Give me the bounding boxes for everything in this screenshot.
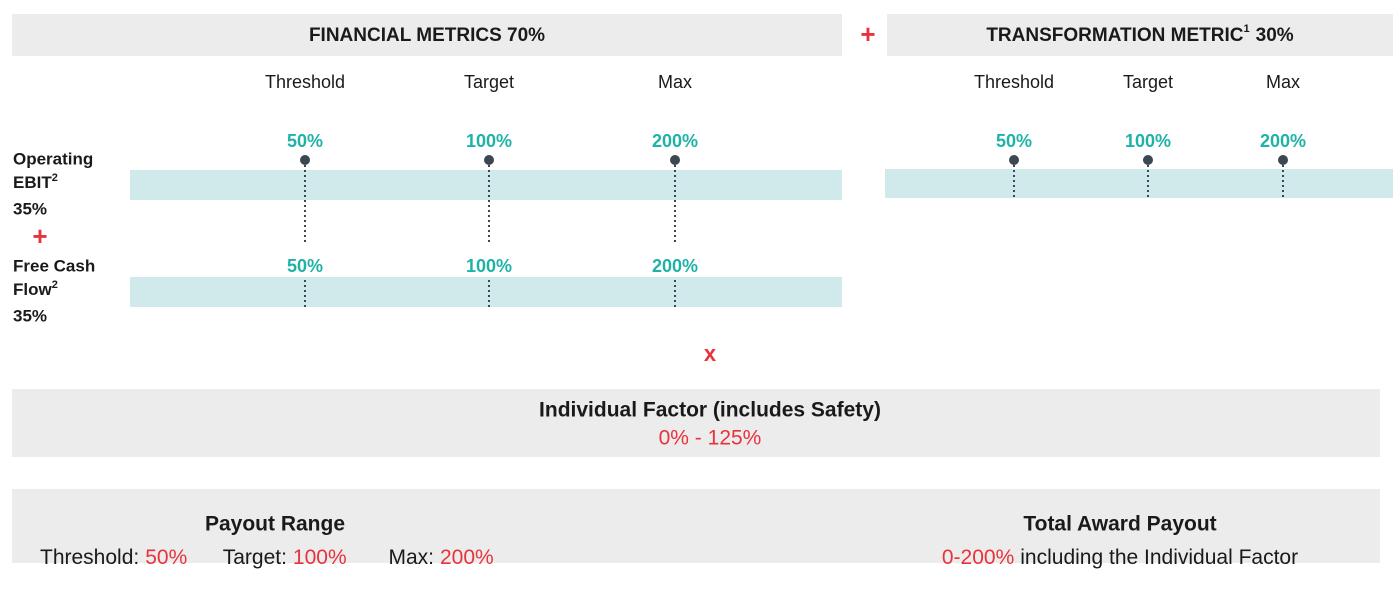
metric-name: Flow2 <box>13 279 58 300</box>
transformation-title-text: TRANSFORMATION METRIC <box>986 25 1243 46</box>
metric-band <box>130 277 842 307</box>
item-value: 100% <box>293 546 347 569</box>
times-sign: x <box>704 341 717 366</box>
level-label: 50% <box>287 256 323 276</box>
item-value: 200% <box>440 546 494 569</box>
footnote-mark: 2 <box>52 279 58 291</box>
item-label: Target: <box>223 546 287 569</box>
metric-weight: 35% <box>13 306 47 325</box>
metric-name: EBIT2 <box>13 172 58 193</box>
payout-title: Payout Range <box>205 513 345 536</box>
individual-bg <box>12 389 1380 457</box>
column-header: Max <box>658 72 692 92</box>
level-label: 200% <box>652 131 698 151</box>
item-label: Threshold: <box>40 546 139 569</box>
payout-bg <box>12 489 1380 563</box>
metric-name: Free Cash <box>13 256 95 275</box>
metric-name-text: Flow <box>13 280 52 299</box>
column-header: Threshold <box>265 72 345 92</box>
metric-band <box>885 169 1393 198</box>
transformation-header-bg <box>887 14 1393 56</box>
level-dot <box>670 155 680 165</box>
individual-title: Individual Factor (includes Safety) <box>539 399 881 422</box>
metric-name-text: EBIT <box>13 173 52 192</box>
transformation-title: TRANSFORMATION METRIC1 30% <box>986 23 1293 46</box>
footnote-mark: 2 <box>52 172 58 184</box>
level-dot <box>1143 155 1153 165</box>
level-dot <box>300 155 310 165</box>
total-text: 0-200% including the Individual Factor <box>942 546 1298 569</box>
individual-range: 0% - 125% <box>659 427 762 450</box>
financial-header-bg <box>12 14 842 56</box>
level-label: 100% <box>1125 131 1171 151</box>
level-dot <box>1278 155 1288 165</box>
level-dot <box>484 155 494 165</box>
metric-band <box>130 170 842 200</box>
transformation-weight: 30% <box>1256 25 1294 46</box>
metric-weight: 35% <box>13 199 47 218</box>
payout-items: Threshold: 50% Target: 100% Max: 200% <box>40 546 494 569</box>
level-label: 50% <box>287 131 323 151</box>
column-header: Threshold <box>974 72 1054 92</box>
level-label: 100% <box>466 131 512 151</box>
plus-sign: + <box>860 19 875 49</box>
item-label: Max: <box>388 546 434 569</box>
level-label: 100% <box>466 256 512 276</box>
column-header: Max <box>1266 72 1300 92</box>
level-label: 200% <box>1260 131 1306 151</box>
total-title: Total Award Payout <box>1023 513 1216 536</box>
level-label: 50% <box>996 131 1032 151</box>
total-value: 0-200% <box>942 546 1014 569</box>
metric-name: Operating <box>13 149 93 168</box>
plus-sign: + <box>32 221 47 251</box>
financial-title: FINANCIAL METRICS 70% <box>309 25 545 46</box>
level-dot <box>1009 155 1019 165</box>
footnote-mark: 1 <box>1244 23 1250 35</box>
column-header: Target <box>1123 72 1173 92</box>
level-label: 200% <box>652 256 698 276</box>
item-value: 50% <box>145 546 187 569</box>
column-header: Target <box>464 72 514 92</box>
total-desc: including the Individual Factor <box>1020 546 1298 569</box>
